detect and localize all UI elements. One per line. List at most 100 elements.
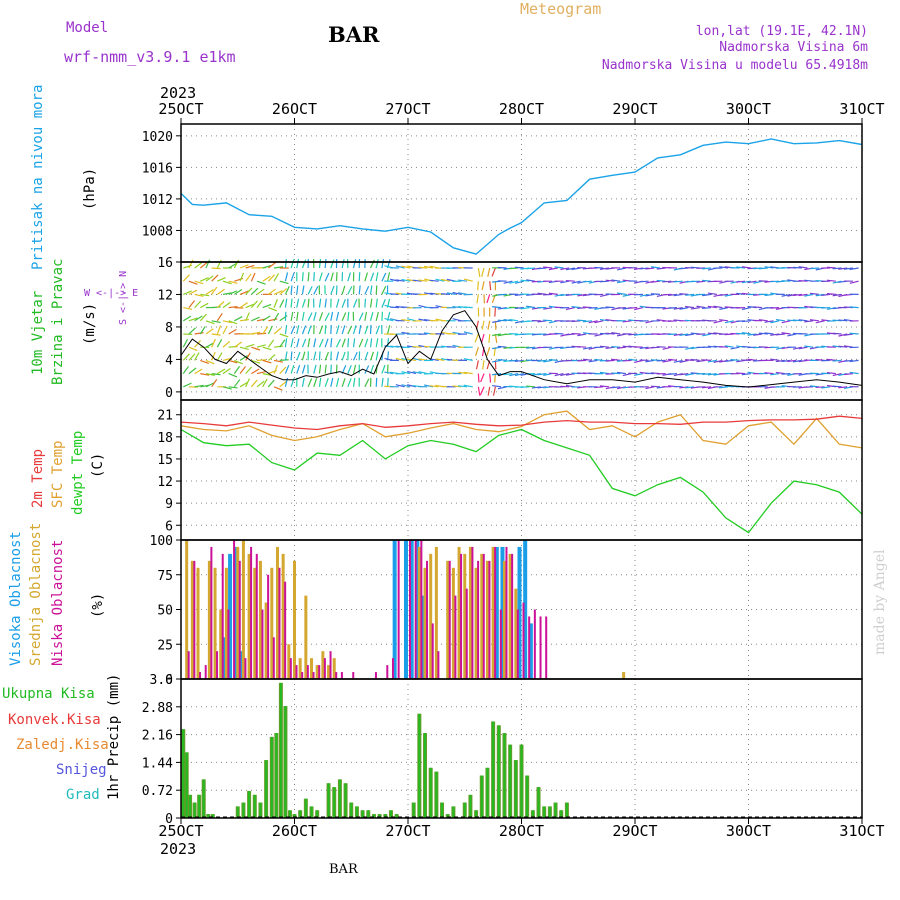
wind-arrow: [296, 338, 300, 348]
wind-arrow: [713, 359, 723, 363]
wind-arrow: [216, 352, 223, 361]
wind-arrow: [679, 333, 689, 336]
wind-arrow: [599, 267, 609, 270]
wind-arrow: [509, 318, 519, 322]
wind-arrow: [497, 266, 507, 269]
wind-arrow: [673, 293, 683, 297]
wind-arrow: [194, 368, 203, 375]
wind-arrow: [369, 285, 373, 295]
wind-arrow: [205, 359, 215, 365]
wind-arrow: [503, 373, 513, 376]
wind-arrow: [679, 307, 689, 310]
y-tick-label: 8: [165, 321, 173, 336]
wind-arrow: [503, 280, 513, 284]
wind-arrow: [369, 338, 373, 348]
wind-arrow: [313, 351, 317, 361]
precip-bar-total: [288, 810, 291, 818]
wind-arrow: [702, 386, 712, 389]
cloud-bar: [415, 540, 420, 679]
precip-bar-total: [424, 733, 427, 818]
wind-arrow: [741, 320, 751, 323]
wind-arrow: [364, 298, 367, 308]
cloud-bar: [420, 540, 423, 679]
wind-arrow: [815, 293, 825, 297]
wind-arrow: [188, 289, 198, 295]
wind-arrow: [205, 382, 215, 388]
cloud-bar: [253, 567, 257, 679]
cloud-bar: [199, 672, 202, 679]
meteogram-label: Meteogram: [520, 0, 602, 18]
wind-arrow: [358, 272, 361, 282]
wind-arrow: [594, 386, 604, 389]
wind-arrow: [239, 290, 249, 295]
wind-arrow: [313, 378, 318, 387]
wind-arrow: [273, 312, 280, 322]
cloud-bar: [414, 540, 417, 679]
wind-arrow: [622, 320, 632, 323]
cloud-bar: [423, 567, 427, 679]
wind-arrow: [200, 277, 209, 282]
wind-arrow: [256, 344, 266, 348]
precip-bar-total: [310, 806, 313, 818]
wind-arrow: [188, 300, 196, 308]
wind-arrow: [234, 289, 243, 295]
wind-arrow: [375, 311, 379, 321]
wind-arrow: [616, 280, 627, 284]
wind-arrow: [628, 358, 638, 361]
wind-arrow: [543, 307, 553, 310]
precip-bar-total: [327, 783, 330, 818]
wind-arrow: [514, 307, 524, 309]
wind-arrow: [364, 285, 370, 295]
wind-arrow: [256, 299, 263, 308]
wind-arrow: [313, 286, 319, 295]
cloud-bar: [517, 546, 522, 679]
precip-bar-total: [265, 760, 268, 818]
wind-arrow: [781, 332, 791, 335]
cloud-bar: [190, 560, 194, 679]
wind-arrow: [526, 279, 536, 282]
wind-arrow: [267, 274, 276, 282]
precip-bar-total: [361, 810, 364, 818]
wind-arrow: [463, 358, 473, 361]
wind-arrow: [412, 371, 422, 375]
wind-arrow: [194, 340, 202, 348]
wind-arrow: [526, 385, 536, 388]
wind-arrow: [634, 359, 644, 364]
precip-bar-total: [270, 736, 273, 818]
wind-arrow: [188, 346, 198, 352]
precip-bar-total: [469, 794, 472, 818]
wind-arrow: [347, 325, 353, 335]
wind-arrow: [341, 312, 347, 322]
wind-arrow: [826, 293, 836, 295]
wind-arrow: [463, 331, 473, 335]
wind-arrow: [386, 377, 389, 387]
wind-arrow: [352, 364, 357, 374]
x-tick-label-bottom: 30OCT: [726, 822, 771, 840]
wind-arrow: [250, 287, 259, 295]
wind-arrow: [741, 307, 751, 311]
cloud-bar: [255, 553, 258, 679]
y-tick-label: 0: [165, 386, 173, 401]
cloud-bar: [421, 595, 426, 679]
wind-arrow: [770, 373, 780, 376]
wind-arrow: [554, 373, 564, 377]
wind-arrow: [273, 327, 282, 335]
wind-arrow: [301, 364, 306, 374]
wind-arrow: [273, 365, 278, 374]
wind-speed-line: [180, 310, 863, 388]
wind-arrow: [679, 293, 689, 295]
wind-arrow: [364, 325, 369, 335]
x-tick-label-bottom: 31OCT: [839, 822, 884, 840]
wind-arrow: [284, 258, 287, 269]
wind-arrow: [537, 359, 547, 362]
wind-arrow: [645, 293, 655, 297]
wind-arrow: [741, 373, 751, 376]
wind-arrow: [200, 359, 209, 365]
wind-arrow: [412, 279, 422, 282]
cloud-bar: [397, 540, 400, 679]
wind-arrow: [526, 305, 536, 309]
cloud-bar: [404, 540, 408, 679]
cloud-bar: [301, 672, 304, 679]
cloud-bar: [491, 546, 495, 679]
wind-arrow: [424, 384, 434, 388]
